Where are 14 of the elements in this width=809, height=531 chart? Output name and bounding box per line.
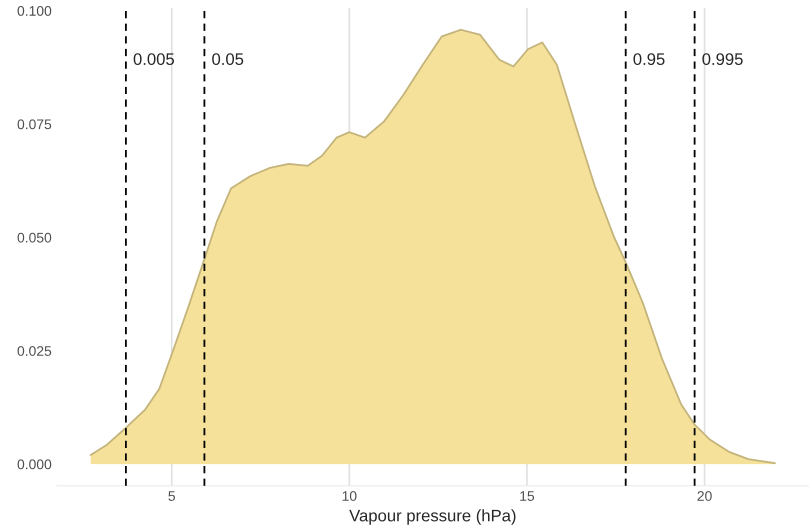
annotation: 0.995: [702, 53, 743, 66]
y-tick-label: 0.050: [18, 232, 52, 243]
x-axis-title: Vapour pressure (hPa): [349, 509, 516, 525]
x-tick-label: 10: [342, 491, 357, 501]
y-tick-label: 0.025: [18, 346, 52, 356]
x-tick-label: 20: [698, 491, 712, 501]
y-tick-label: 0.100: [18, 6, 52, 16]
annotation: 0.05: [212, 53, 244, 66]
y-tick-label: 0.000: [18, 459, 52, 470]
x-tick-label: 15: [520, 491, 534, 501]
annotation: 0.005: [134, 53, 174, 66]
y-tick-label: 0.075: [18, 119, 52, 130]
x-tick-label: 5: [168, 491, 176, 501]
annotation: 0.95: [633, 53, 665, 66]
